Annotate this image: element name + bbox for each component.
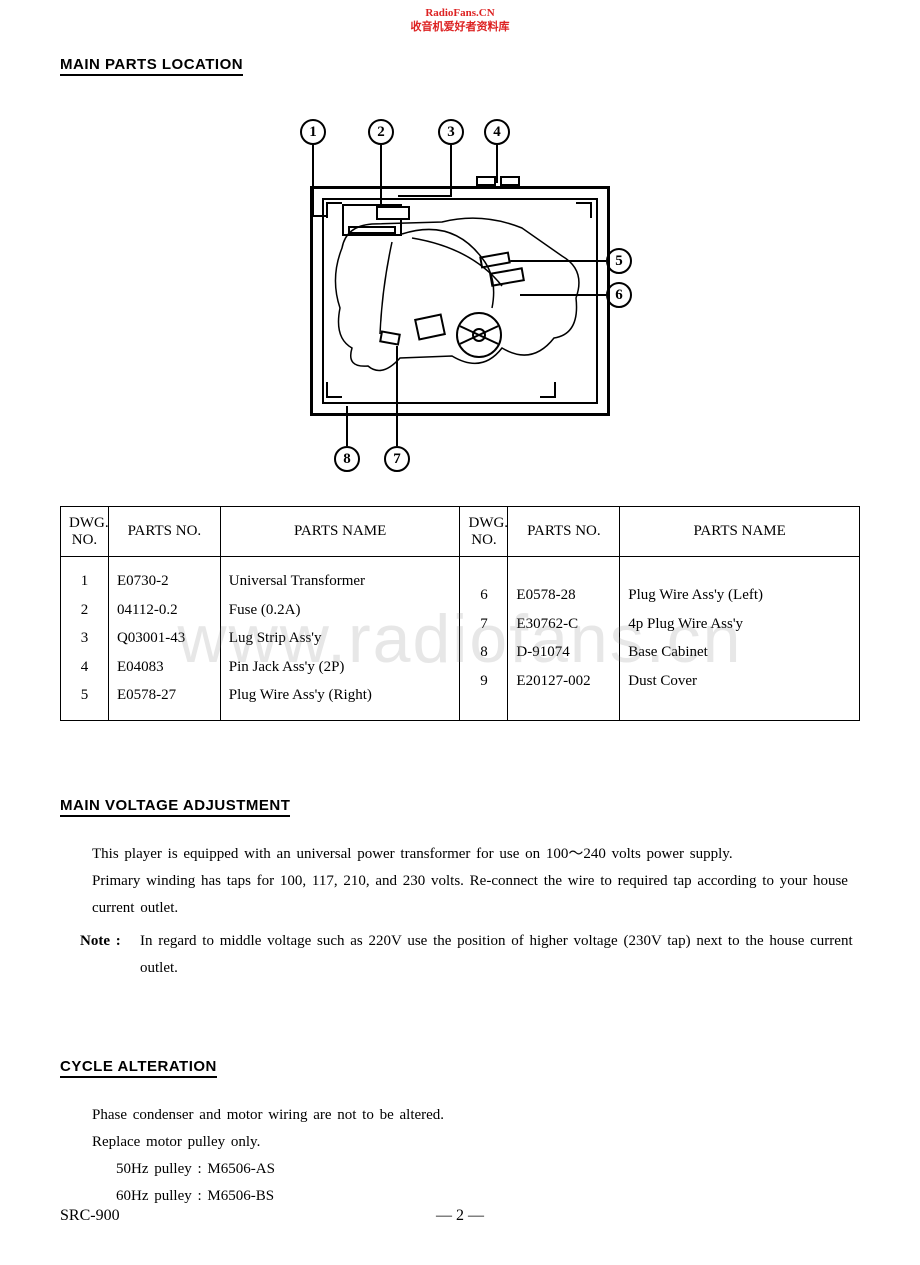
page: RadioFans.CN 收音机爱好者资料库 www.radiofans.cn …	[0, 0, 920, 1265]
cell-pno: E0578-28 E30762-C D-91074 E20127-002	[508, 557, 620, 721]
tab-top-1	[476, 176, 496, 186]
dwg-val: 4	[69, 653, 100, 682]
cell-pname: Plug Wire Ass'y (Left) 4p Plug Wire Ass'…	[620, 557, 860, 721]
dwg-val: 3	[69, 624, 100, 653]
cell-dwg: 6 7 8 9	[460, 557, 508, 721]
cell-pname: Universal Transformer Fuse (0.2A) Lug St…	[220, 557, 460, 721]
callout-2: 2	[368, 119, 394, 145]
dwg-val: 1	[69, 567, 100, 596]
voltage-note: Note : In regard to middle voltage such …	[80, 928, 860, 982]
pno-val: E0578-27	[117, 681, 212, 710]
heading-main-parts: MAIN PARTS LOCATION	[60, 56, 243, 76]
pno-val: D-91074	[516, 638, 611, 667]
watermark-line1: RadioFans.CN	[425, 7, 494, 19]
watermark-header: RadioFans.CN 收音机爱好者资料库	[0, 6, 920, 35]
pname-val: Fuse (0.2A)	[229, 596, 452, 625]
dwg-val: 8	[468, 638, 499, 667]
th-dwg-2: DWG. NO.	[460, 507, 508, 557]
pname-val: Dust Cover	[628, 667, 851, 696]
heading-voltage: MAIN VOLTAGE ADJUSTMENT	[60, 797, 290, 817]
cell-dwg: 1 2 3 4 5	[61, 557, 109, 721]
callout-4: 4	[484, 119, 510, 145]
pulley-60hz: 60Hz pulley : M6506-BS	[116, 1183, 860, 1210]
th-pname-2: PARTS NAME	[620, 507, 860, 557]
page-footer: SRC-900 — 2 —	[60, 1207, 860, 1225]
watermark-line2: 收音机爱好者资料库	[411, 21, 510, 33]
th-pno-2: PARTS NO.	[508, 507, 620, 557]
pno-val: E30762-C	[516, 610, 611, 639]
callout-3: 3	[438, 119, 464, 145]
dwg-val: 5	[69, 681, 100, 710]
tab-top-2	[500, 176, 520, 186]
cell-pno: E0730-2 04112-0.2 Q03001-43 E04083 E0578…	[108, 557, 220, 721]
callout-1: 1	[300, 119, 326, 145]
th-pno-1: PARTS NO.	[108, 507, 220, 557]
parts-table-body: 1 2 3 4 5 E0730-2 04112-0.2 Q03001-43 E0…	[61, 557, 860, 721]
pname-val: Lug Strip Ass'y	[229, 624, 452, 653]
pname-val: Plug Wire Ass'y (Left)	[628, 581, 851, 610]
pname-val: Pin Jack Ass'y (2P)	[229, 653, 452, 682]
pno-val: E04083	[117, 653, 212, 682]
pno-val: Q03001-43	[117, 624, 212, 653]
pno-val: E20127-002	[516, 667, 611, 696]
table-row: 1 2 3 4 5 E0730-2 04112-0.2 Q03001-43 E0…	[61, 557, 860, 721]
pno-val: 04112-0.2	[117, 596, 212, 625]
dwg-val: 7	[468, 610, 499, 639]
dwg-val: 6	[468, 581, 499, 610]
dwg-val: 9	[468, 667, 499, 696]
note-label: Note :	[80, 928, 140, 982]
pname-val: Universal Transformer	[229, 567, 452, 596]
cycle-p1: Phase condenser and motor wiring are not…	[92, 1102, 860, 1129]
parts-table: DWG. NO. PARTS NO. PARTS NAME DWG. NO. P…	[60, 506, 860, 721]
parts-diagram: 1 2 3 4 5 6 8 7	[280, 116, 640, 476]
diagram-container: 1 2 3 4 5 6 8 7	[60, 116, 860, 476]
leader-4	[496, 145, 498, 183]
pname-val: Base Cabinet	[628, 638, 851, 667]
cycle-p2: Replace motor pulley only.	[92, 1129, 860, 1156]
pname-val: Plug Wire Ass'y (Right)	[229, 681, 452, 710]
callout-7: 7	[384, 446, 410, 472]
pname-val: 4p Plug Wire Ass'y	[628, 610, 851, 639]
callout-8: 8	[334, 446, 360, 472]
pno-val: E0578-28	[516, 581, 611, 610]
voltage-p1: This player is equipped with an universa…	[92, 841, 860, 868]
chassis-outline	[322, 198, 598, 404]
footer-page: — 2 —	[60, 1207, 860, 1225]
pno-val: E0730-2	[117, 567, 212, 596]
th-dwg-1: DWG. NO.	[61, 507, 109, 557]
parts-table-head: DWG. NO. PARTS NO. PARTS NAME DWG. NO. P…	[61, 507, 860, 557]
pulley-50hz: 50Hz pulley : M6506-AS	[116, 1156, 860, 1183]
heading-cycle: CYCLE ALTERATION	[60, 1058, 217, 1078]
dwg-val: 2	[69, 596, 100, 625]
voltage-p2: Primary winding has taps for 100, 117, 2…	[92, 868, 860, 922]
th-pname-1: PARTS NAME	[220, 507, 460, 557]
note-text: In regard to middle voltage such as 220V…	[140, 928, 860, 982]
